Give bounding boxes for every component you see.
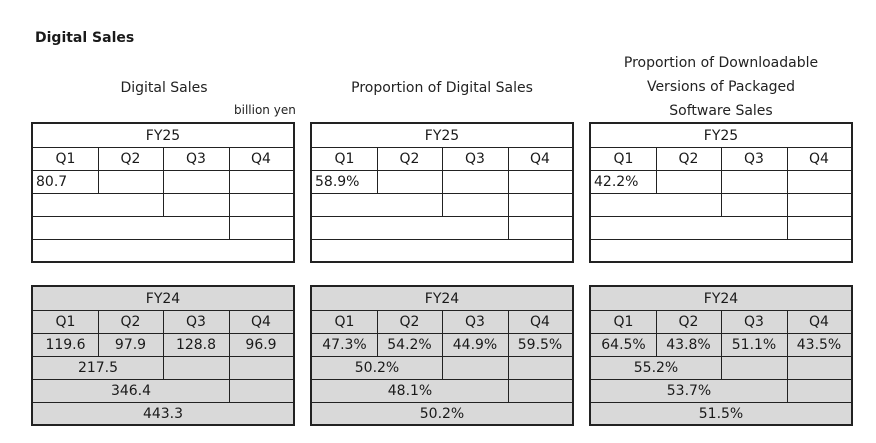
quarter-value [163,171,229,193]
quarter-header: Q3 [186,314,206,330]
quarter-header: Q1 [55,151,76,167]
quarter-header: Q1 [334,151,355,167]
quarter-value: 43.8% [666,337,711,353]
fy24-digital-sales-table: FY24 Q1 Q2 Q3 Q4 119.6 97.9 128.8 96.9 2… [31,285,295,426]
quarter-value [442,171,508,193]
quarter-value: 119.6 [45,337,86,353]
half-year-value [591,194,721,216]
heading-line: Digital Sales [120,80,208,96]
quarter-value: 42.2% [594,174,639,190]
half-year-value [312,194,442,216]
heading-line: Proportion of Digital Sales [351,80,533,96]
fy25-proportion-digital-table: FY25 Q1 Q2 Q3 Q4 58.9% [310,122,574,263]
quarter-value: 58.9% [315,174,360,190]
heading-proportion-digital: Proportion of Digital Sales [311,76,573,100]
quarter-header: Q4 [251,151,271,167]
quarter-value: 59.5% [517,337,563,353]
quarter-value: 54.2% [387,337,432,353]
full-year-value [312,240,572,261]
nine-month-value [33,217,229,239]
quarter-header: Q1 [334,314,355,330]
heading-digital-sales: Digital Sales [33,76,295,100]
quarter-value [508,171,572,193]
quarter-value: 96.9 [245,337,277,353]
quarter-header: Q1 [613,151,634,167]
quarter-value: 80.7 [36,174,68,190]
quarter-value: 51.1% [731,337,777,353]
year-label: FY25 [424,127,460,144]
half-year-value: 55.2% [633,360,679,376]
quarter-value: 64.5% [601,337,646,353]
fy25-digital-sales-table: FY25 Q1 Q2 Q3 Q4 80.7 [31,122,295,263]
quarter-header: Q4 [251,314,271,330]
quarter-header: Q3 [744,314,764,330]
nine-month-value [312,217,508,239]
nine-month-value: 48.1% [387,383,433,399]
quarter-header: Q4 [530,314,550,330]
year-label: FY24 [145,290,181,307]
quarter-header: Q3 [465,314,485,330]
quarter-header: Q4 [809,314,829,330]
quarter-value [229,171,293,193]
quarter-value: 47.3% [322,337,367,353]
quarter-value: 128.8 [175,337,217,353]
full-year-value: 51.5% [698,405,744,422]
full-year-value: 443.3 [142,405,184,422]
quarter-header: Q4 [530,151,550,167]
year-label: FY25 [145,127,181,144]
year-label: FY24 [703,290,739,307]
nine-month-value: 346.4 [110,383,152,399]
quarter-header: Q2 [120,151,141,167]
half-year-value: 50.2% [354,360,400,376]
heading-line: Proportion of Downloadable [623,55,819,71]
full-year-value: 50.2% [419,405,465,422]
half-year-value: 217.5 [77,360,119,376]
quarter-header: Q1 [55,314,76,330]
quarter-header: Q2 [678,151,699,167]
year-label: FY24 [424,290,460,307]
quarter-value [787,171,851,193]
heading-line: Versions of Packaged [646,79,796,95]
nine-month-value [591,217,787,239]
quarter-value [656,171,721,193]
fy24-proportion-downloadable-table: FY24 Q1 Q2 Q3 Q4 64.5% 43.8% 51.1% 43.5%… [589,285,853,426]
nine-month-value: 53.7% [666,383,712,399]
full-year-value [591,240,851,261]
quarter-header: Q2 [678,314,699,330]
quarter-header: Q4 [809,151,829,167]
unit-label: billion yen [234,103,296,117]
quarter-value [98,171,163,193]
page-title: Digital Sales [35,30,135,46]
fy25-proportion-downloadable-table: FY25 Q1 Q2 Q3 Q4 42.2% [589,122,853,263]
heading-proportion-downloadable: Proportion of Downloadable Versions of P… [590,51,852,123]
half-year-value [33,194,163,216]
year-label: FY25 [703,127,739,144]
fy24-proportion-digital-table: FY24 Q1 Q2 Q3 Q4 47.3% 54.2% 44.9% 59.5%… [310,285,574,426]
quarter-value [377,171,442,193]
quarter-value [721,171,787,193]
quarter-header: Q2 [399,151,420,167]
quarter-value: 44.9% [452,337,498,353]
quarter-header: Q3 [465,151,485,167]
quarter-value: 97.9 [114,337,147,353]
quarter-header: Q3 [186,151,206,167]
quarter-header: Q2 [399,314,420,330]
quarter-header: Q3 [744,151,764,167]
quarter-value: 43.5% [796,337,842,353]
full-year-value [33,240,293,261]
quarter-header: Q1 [613,314,634,330]
heading-line: Software Sales [669,103,773,119]
quarter-header: Q2 [120,314,141,330]
